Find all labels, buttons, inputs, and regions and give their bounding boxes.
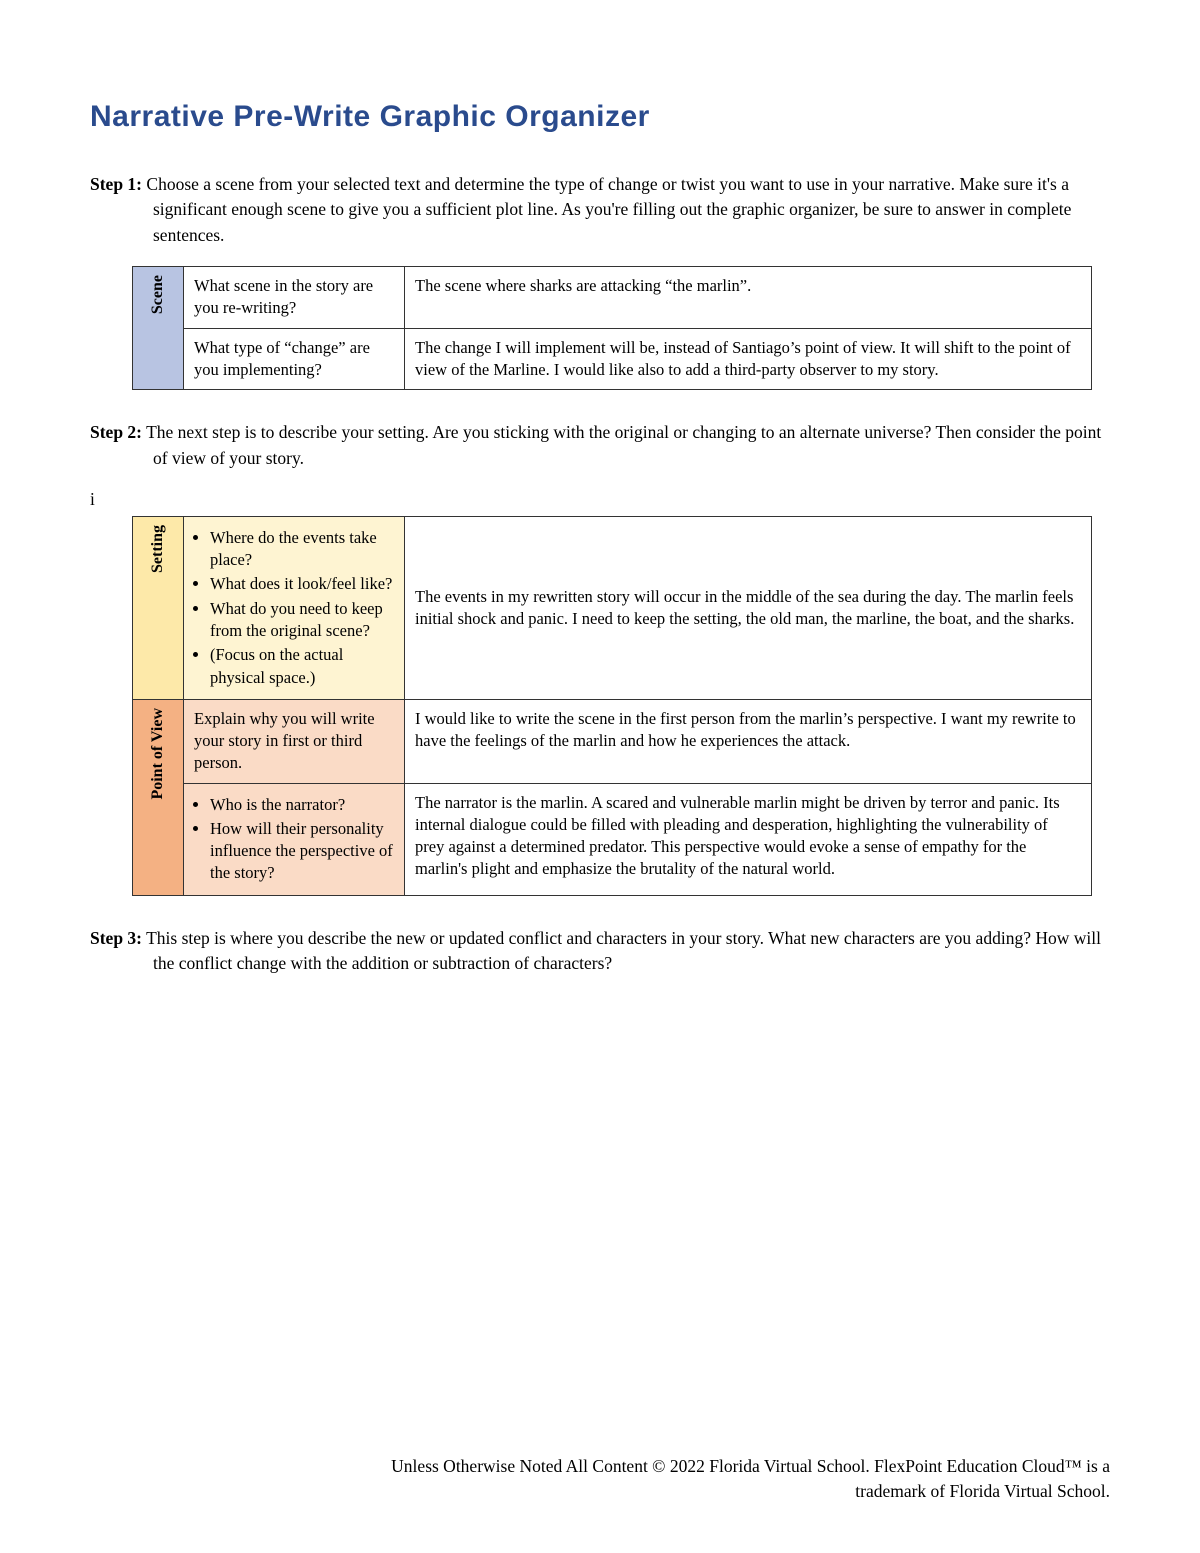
scene-answer-1: The scene where sharks are attacking “th… — [405, 267, 1092, 329]
step-3-text: This step is where you describe the new … — [146, 928, 1101, 973]
setting-bullet: (Focus on the actual physical space.) — [210, 644, 394, 689]
stray-i: i — [90, 489, 1110, 510]
page-footer: Unless Otherwise Noted All Content © 202… — [90, 1454, 1110, 1503]
setting-bullet: What do you need to keep from the origin… — [210, 598, 394, 643]
step-2-paragraph: Step 2: The next step is to describe you… — [90, 420, 1110, 471]
setting-prompts: Where do the events take place? What doe… — [184, 516, 405, 699]
table-row: Point of View Explain why you will write… — [133, 699, 1092, 783]
pov-bullet: Who is the narrator? — [210, 794, 394, 816]
page-title: Narrative Pre-Write Graphic Organizer — [90, 100, 1110, 134]
table-row: Who is the narrator? How will their pers… — [133, 783, 1092, 895]
footer-line-2: trademark of Florida Virtual School. — [855, 1481, 1110, 1501]
setting-bullet: Where do the events take place? — [210, 527, 394, 572]
pov-prompt-2: Who is the narrator? How will their pers… — [184, 783, 405, 895]
step-3-label: Step 3: — [90, 928, 142, 948]
pov-answer-2: The narrator is the marlin. A scared and… — [405, 783, 1092, 895]
setting-label: Setting — [147, 525, 169, 573]
footer-line-1: Unless Otherwise Noted All Content © 202… — [391, 1456, 1110, 1476]
pov-prompt-1: Explain why you will write your story in… — [184, 699, 405, 783]
pov-label: Point of View — [147, 708, 169, 800]
table-row: What type of “change” are you implementi… — [133, 328, 1092, 390]
pov-bullet-list: Who is the narrator? How will their pers… — [210, 794, 394, 885]
setting-pov-table: Setting Where do the events take place? … — [132, 516, 1092, 896]
setting-bullet-list: Where do the events take place? What doe… — [210, 527, 394, 689]
step-2-text: The next step is to describe your settin… — [146, 422, 1101, 467]
step-2-label: Step 2: — [90, 422, 142, 442]
step-1-label: Step 1: — [90, 174, 142, 194]
table-row: Scene What scene in the story are you re… — [133, 267, 1092, 329]
table-row: Setting Where do the events take place? … — [133, 516, 1092, 699]
pov-bullet: How will their personality influence the… — [210, 818, 394, 885]
scene-prompt-1: What scene in the story are you re-writi… — [184, 267, 405, 329]
document-page: Narrative Pre-Write Graphic Organizer St… — [0, 0, 1200, 1553]
setting-answer: The events in my rewritten story will oc… — [405, 516, 1092, 699]
scene-label: Scene — [147, 275, 169, 314]
pov-answer-1: I would like to write the scene in the f… — [405, 699, 1092, 783]
scene-prompt-2: What type of “change” are you implementi… — [184, 328, 405, 390]
scene-answer-2: The change I will implement will be, ins… — [405, 328, 1092, 390]
step-1-paragraph: Step 1: Choose a scene from your selecte… — [90, 172, 1110, 248]
pov-label-cell: Point of View — [133, 699, 184, 895]
step-3-paragraph: Step 3: This step is where you describe … — [90, 926, 1110, 977]
scene-label-cell: Scene — [133, 267, 184, 390]
setting-label-cell: Setting — [133, 516, 184, 699]
setting-bullet: What does it look/feel like? — [210, 573, 394, 595]
step-1-text: Choose a scene from your selected text a… — [146, 174, 1071, 245]
scene-table: Scene What scene in the story are you re… — [132, 266, 1092, 390]
